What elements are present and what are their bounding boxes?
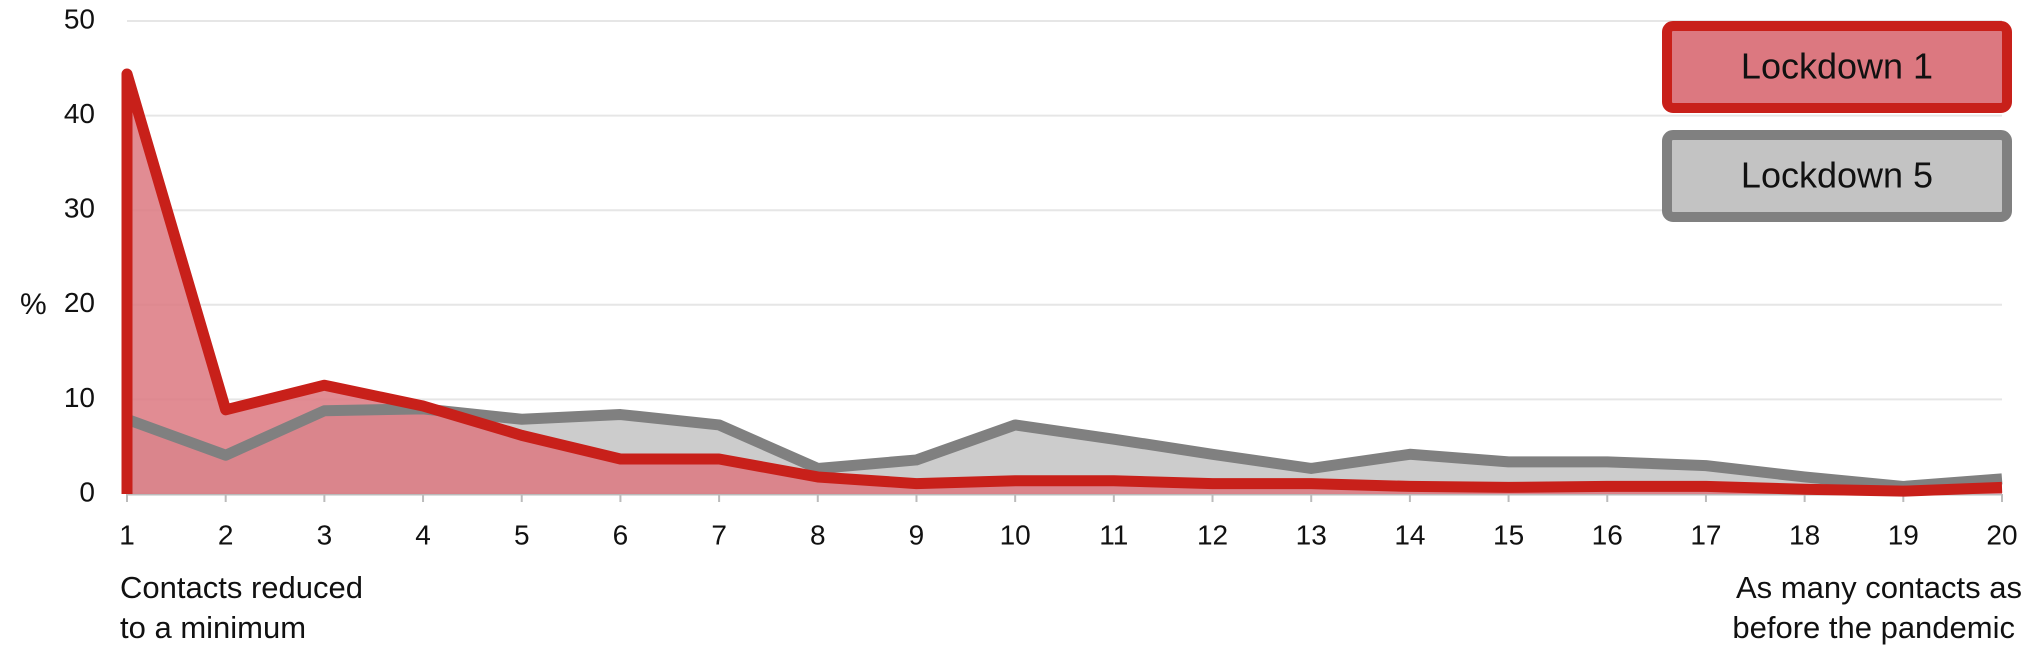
x-tick-label: 5	[514, 519, 530, 550]
right-note: As many contacts as	[1736, 570, 2022, 605]
x-tick-label: 3	[317, 519, 333, 550]
x-tick-label: 19	[1888, 519, 1919, 550]
x-tick-label: 14	[1394, 519, 1425, 550]
x-tick-label: 15	[1493, 519, 1524, 550]
y-tick-label: 40	[64, 98, 95, 129]
x-tick-label: 11	[1099, 519, 1128, 550]
x-tick-label: 2	[218, 519, 234, 550]
x-tick-label: 1	[119, 519, 135, 550]
x-tick-label: 17	[1690, 519, 1721, 550]
x-tick-label: 16	[1592, 519, 1623, 550]
x-tick-label: 12	[1197, 519, 1228, 550]
y-axis-label: %	[20, 288, 47, 321]
x-tick-label: 7	[711, 519, 727, 550]
x-tick-label: 8	[810, 519, 826, 550]
line	[121, 68, 2003, 497]
right-note: before the pandemic	[1732, 610, 2015, 645]
area	[127, 73, 2002, 494]
legend-box	[1662, 21, 2012, 113]
x-tick-label: 6	[613, 519, 629, 550]
x-tick-label: 18	[1789, 519, 1820, 550]
y-tick-label: 50	[64, 3, 95, 34]
y-tick-label: 30	[64, 193, 95, 224]
x-tick-label: 20	[1986, 519, 2017, 550]
x-tick-label: 9	[909, 519, 925, 550]
legend-box	[1662, 130, 2012, 222]
legend-label: Lockdown 5	[1741, 155, 1933, 196]
x-tick-label: 13	[1296, 519, 1327, 550]
line	[121, 403, 2003, 494]
x-tick-label: 4	[415, 519, 431, 550]
y-tick-label: 20	[64, 287, 95, 318]
left-note: Contacts reduced	[120, 570, 363, 605]
legend-label: Lockdown 1	[1741, 46, 1933, 87]
y-tick-label: 10	[64, 382, 95, 413]
left-note: to a minimum	[120, 610, 306, 645]
y-tick-label: 0	[79, 476, 95, 507]
x-tick-label: 10	[1000, 519, 1031, 550]
